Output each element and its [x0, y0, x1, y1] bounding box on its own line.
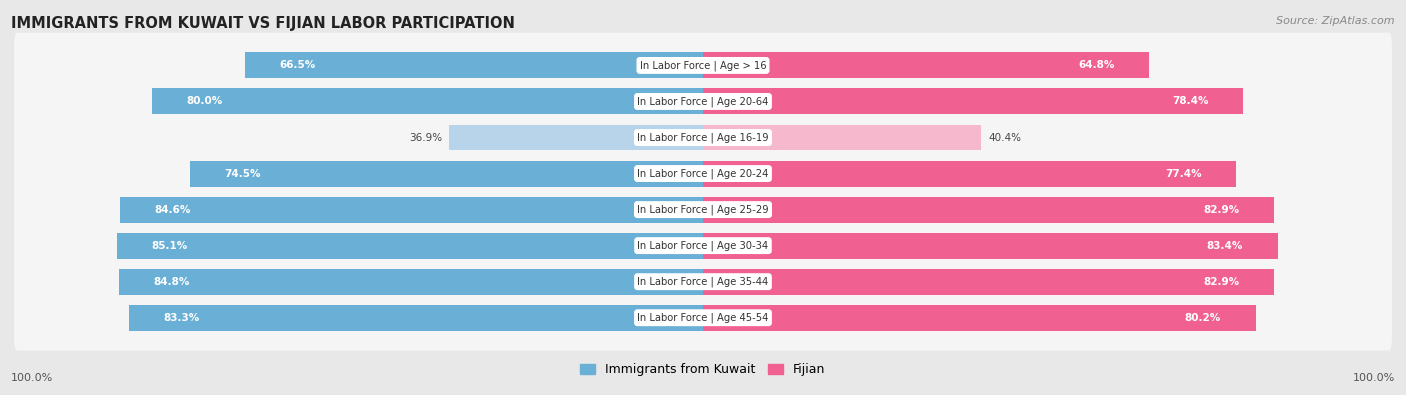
Text: In Labor Force | Age 25-29: In Labor Force | Age 25-29: [637, 204, 769, 215]
Text: In Labor Force | Age 45-54: In Labor Force | Age 45-54: [637, 312, 769, 323]
Bar: [152, 88, 703, 115]
Bar: [703, 161, 1236, 186]
Bar: [118, 269, 703, 295]
Text: In Labor Force | Age 35-44: In Labor Force | Age 35-44: [637, 276, 769, 287]
Bar: [703, 305, 1256, 331]
Text: 83.4%: 83.4%: [1206, 241, 1243, 251]
Bar: [703, 124, 981, 150]
Text: In Labor Force | Age 30-34: In Labor Force | Age 30-34: [637, 241, 769, 251]
FancyBboxPatch shape: [14, 249, 1392, 314]
Text: 100.0%: 100.0%: [1353, 373, 1395, 383]
FancyBboxPatch shape: [14, 69, 1392, 134]
Bar: [703, 53, 1150, 78]
Text: 84.8%: 84.8%: [153, 276, 190, 287]
Text: 82.9%: 82.9%: [1204, 205, 1240, 214]
Text: 74.5%: 74.5%: [224, 169, 260, 179]
Text: 64.8%: 64.8%: [1078, 60, 1115, 70]
Text: In Labor Force | Age > 16: In Labor Force | Age > 16: [640, 60, 766, 71]
Text: 82.9%: 82.9%: [1204, 276, 1240, 287]
Bar: [449, 124, 703, 150]
Bar: [703, 197, 1274, 222]
Text: 40.4%: 40.4%: [988, 132, 1021, 143]
Text: 78.4%: 78.4%: [1173, 96, 1209, 107]
Bar: [129, 305, 703, 331]
Text: 80.0%: 80.0%: [186, 96, 222, 107]
Legend: Immigrants from Kuwait, Fijian: Immigrants from Kuwait, Fijian: [575, 358, 831, 382]
Bar: [703, 88, 1243, 115]
FancyBboxPatch shape: [14, 105, 1392, 170]
Text: 83.3%: 83.3%: [163, 313, 200, 323]
Text: 100.0%: 100.0%: [11, 373, 53, 383]
Text: Source: ZipAtlas.com: Source: ZipAtlas.com: [1277, 16, 1395, 26]
Bar: [703, 233, 1278, 259]
Text: 84.6%: 84.6%: [155, 205, 191, 214]
Bar: [703, 269, 1274, 295]
FancyBboxPatch shape: [14, 177, 1392, 243]
Text: 36.9%: 36.9%: [409, 132, 441, 143]
Text: IMMIGRANTS FROM KUWAIT VS FIJIAN LABOR PARTICIPATION: IMMIGRANTS FROM KUWAIT VS FIJIAN LABOR P…: [11, 16, 515, 31]
Bar: [190, 161, 703, 186]
Text: In Labor Force | Age 16-19: In Labor Force | Age 16-19: [637, 132, 769, 143]
Bar: [117, 233, 703, 259]
FancyBboxPatch shape: [14, 285, 1392, 350]
Bar: [245, 53, 703, 78]
Text: 77.4%: 77.4%: [1166, 169, 1202, 179]
Text: In Labor Force | Age 20-24: In Labor Force | Age 20-24: [637, 168, 769, 179]
Bar: [120, 197, 703, 222]
Text: 80.2%: 80.2%: [1185, 313, 1220, 323]
FancyBboxPatch shape: [14, 141, 1392, 206]
Text: 85.1%: 85.1%: [152, 241, 187, 251]
FancyBboxPatch shape: [14, 213, 1392, 278]
FancyBboxPatch shape: [14, 33, 1392, 98]
Text: 66.5%: 66.5%: [280, 60, 315, 70]
Text: In Labor Force | Age 20-64: In Labor Force | Age 20-64: [637, 96, 769, 107]
